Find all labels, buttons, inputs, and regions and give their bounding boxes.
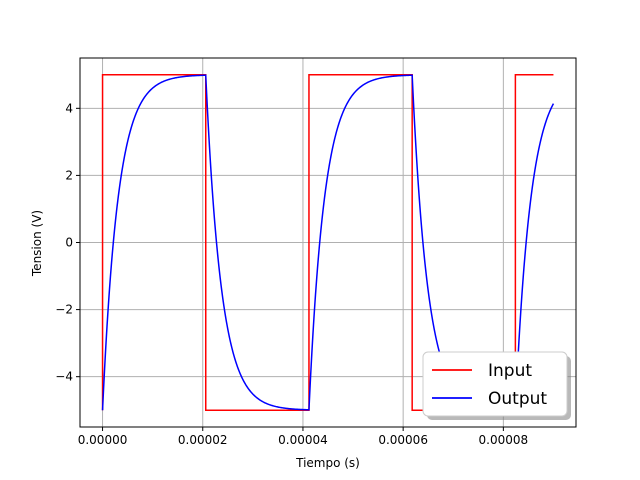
legend: Input Output — [422, 351, 571, 420]
x-tick-label: 0.00004 — [278, 433, 328, 447]
y-tick-label: 4 — [65, 101, 73, 115]
y-tick-label: 2 — [65, 168, 73, 182]
legend-label-output: Output — [488, 389, 547, 409]
y-axis: −4 −2 0 2 4 — [55, 101, 80, 384]
series-line-input — [101, 74, 554, 411]
legend-box — [422, 351, 568, 417]
legend-label-input: Input — [488, 361, 532, 381]
x-tick-label: 0.00000 — [78, 433, 128, 447]
y-tick-label: 0 — [65, 236, 73, 250]
y-tick-label: −2 — [55, 303, 73, 317]
y-axis-label: Tension (V) — [30, 210, 44, 277]
x-tick-label: 0.00008 — [479, 433, 529, 447]
x-tick-label: 0.00002 — [178, 433, 228, 447]
x-axis-label: Tiempo (s) — [295, 456, 360, 470]
x-axis: 0.00000 0.00002 0.00004 0.00006 0.00008 — [78, 427, 528, 447]
y-tick-label: −4 — [55, 370, 73, 384]
x-tick-label: 0.00006 — [378, 433, 428, 447]
